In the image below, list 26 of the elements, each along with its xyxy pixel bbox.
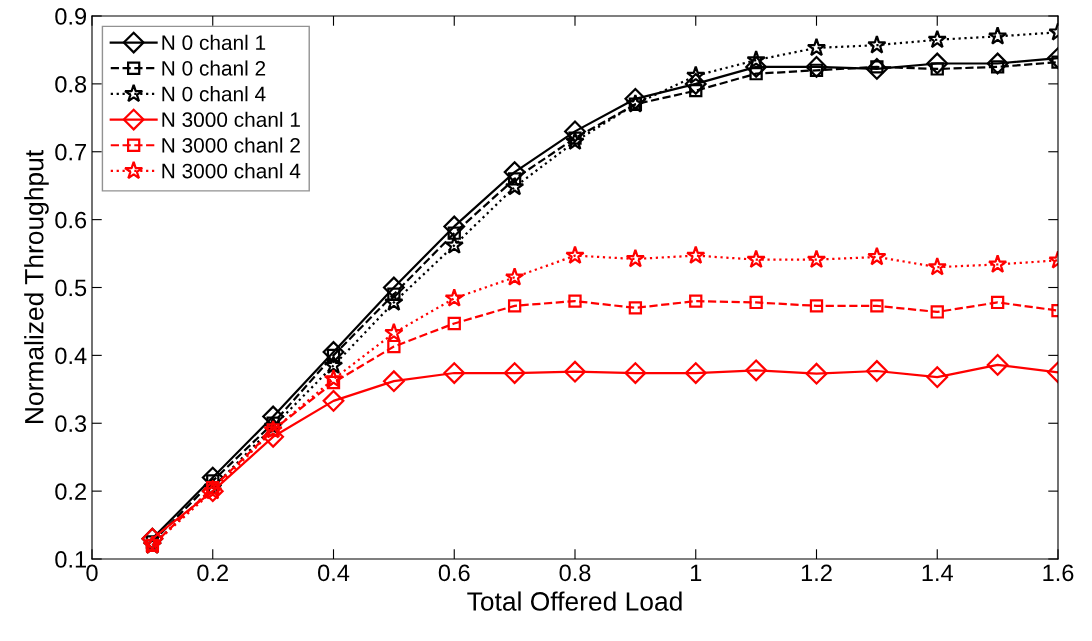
y-tick-label: 0.6 [55, 211, 87, 229]
legend-label: N 0 chanl 2 [162, 60, 266, 76]
legend-label: N 3000 chanl 4 [162, 163, 301, 179]
x-tick-label: 1 [690, 564, 702, 581]
y-tick-label: 0.2 [55, 483, 86, 500]
legend-label: N 0 chanl 1 [162, 34, 266, 51]
x-tick-label: 0 [86, 564, 98, 582]
legend-label: N 3000 chanl 1 [162, 111, 300, 128]
x-tick-label: 1.6 [1043, 564, 1074, 582]
legend-label: N 0 chanl 4 [162, 86, 266, 102]
y-tick-label: 0.9 [55, 8, 87, 25]
y-tick-label: 0.4 [55, 347, 87, 365]
y-axis-title: Normalized Throughput [24, 150, 49, 423]
x-tick-label: 1.4 [922, 564, 953, 581]
x-axis-title: Total Offered Load [467, 591, 682, 611]
x-tick-label: 0.2 [197, 564, 228, 582]
y-tick-label: 0.5 [55, 279, 87, 297]
y-tick-label: 0.1 [55, 551, 86, 568]
x-tick-label: 1.2 [801, 564, 832, 581]
x-tick-label: 0.4 [318, 564, 350, 582]
y-tick-label: 0.7 [55, 143, 86, 161]
x-tick-label: 0.8 [559, 564, 591, 582]
x-tick-label: 0.6 [438, 564, 470, 582]
y-tick-label: 0.3 [55, 415, 87, 433]
legend-label: N 3000 chanl 2 [162, 137, 300, 153]
y-tick-label: 0.8 [55, 75, 87, 93]
